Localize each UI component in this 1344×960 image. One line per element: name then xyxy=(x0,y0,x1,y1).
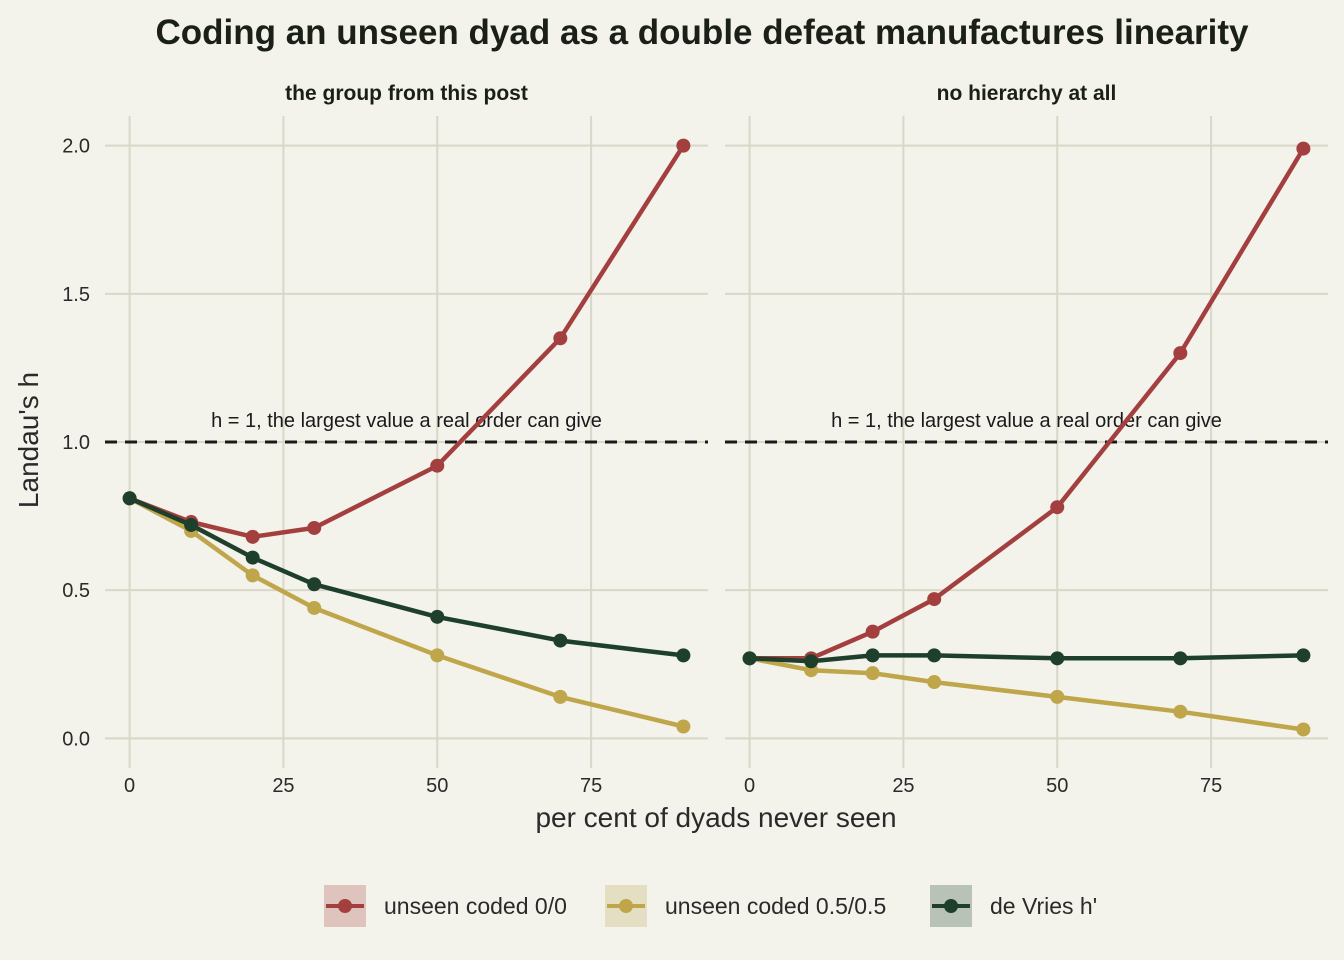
x-tick-label: 25 xyxy=(892,775,914,797)
data-point xyxy=(865,648,880,663)
data-point xyxy=(927,675,942,690)
x-axis-title: per cent of dyads never seen xyxy=(535,802,896,833)
data-point xyxy=(245,550,260,565)
data-point xyxy=(430,458,445,473)
data-point xyxy=(553,689,568,704)
x-tick-label: 0 xyxy=(124,775,135,797)
legend-label: unseen coded 0/0 xyxy=(384,893,567,919)
legend-item: unseen coded 0/0 xyxy=(324,885,567,927)
data-point xyxy=(742,651,757,666)
data-point xyxy=(1173,651,1188,666)
x-tick-label: 0 xyxy=(744,775,755,797)
data-point xyxy=(1296,141,1311,156)
series-line xyxy=(747,653,1306,664)
y-tick-label: 0.0 xyxy=(62,728,90,750)
y-tick-label: 1.0 xyxy=(62,432,90,454)
x-tick-label: 75 xyxy=(580,775,602,797)
x-tick-label: 25 xyxy=(272,775,294,797)
x-tick-label: 75 xyxy=(1200,775,1222,797)
y-axis-title: Landau's h xyxy=(13,372,44,508)
data-point xyxy=(1050,651,1065,666)
panel-label: the group from this post xyxy=(285,82,528,105)
y-tick-label: 2.0 xyxy=(62,136,90,158)
legend-key-point xyxy=(619,899,633,913)
panel-label: no hierarchy at all xyxy=(937,82,1117,105)
legend-key-point xyxy=(944,899,958,913)
data-point xyxy=(245,568,260,583)
y-tick-label: 0.5 xyxy=(62,580,90,602)
data-point xyxy=(804,654,819,669)
data-point xyxy=(1173,346,1188,361)
y-tick-label: 1.5 xyxy=(62,284,90,306)
data-point xyxy=(430,648,445,663)
data-point xyxy=(865,666,880,681)
x-tick-label: 50 xyxy=(1046,775,1068,797)
legend-item: unseen coded 0.5/0.5 xyxy=(605,885,886,927)
data-point xyxy=(865,624,880,639)
data-point xyxy=(1173,704,1188,719)
data-point xyxy=(1296,722,1311,737)
series-line xyxy=(747,656,1306,732)
panel-2: no hierarchy at all 0 25 50 75 h = 1, the lar… xyxy=(725,82,1328,797)
data-point xyxy=(430,609,445,624)
series-line xyxy=(747,146,1306,661)
data-point xyxy=(245,529,260,544)
series-line xyxy=(127,496,686,658)
series-line xyxy=(127,496,686,729)
legend-label: de Vries h' xyxy=(990,893,1097,919)
chart-title: Coding an unseen dyad as a double defeat… xyxy=(155,13,1249,52)
reference-line-label: h = 1, the largest value a real order ca… xyxy=(211,410,602,432)
data-point xyxy=(927,648,942,663)
panel-1: the group from this post 0 25 50 75 0.0 0.5 1.0… xyxy=(62,82,708,797)
series-line xyxy=(127,143,686,540)
legend-item: de Vries h' xyxy=(930,885,1097,927)
reference-line-label: h = 1, the largest value a real order ca… xyxy=(831,410,1222,432)
data-point xyxy=(676,719,691,734)
data-point xyxy=(1050,500,1065,515)
data-point xyxy=(307,600,322,615)
data-point xyxy=(1296,648,1311,663)
data-point xyxy=(553,331,568,346)
data-point xyxy=(676,138,691,153)
data-point xyxy=(307,577,322,592)
legend-label: unseen coded 0.5/0.5 xyxy=(665,893,886,919)
data-point xyxy=(184,517,199,532)
data-point xyxy=(307,520,322,535)
legend-key-point xyxy=(338,899,352,913)
data-point xyxy=(676,648,691,663)
panels: the group from this post 0 25 50 75 0.0 0.5 1.0… xyxy=(62,82,1328,797)
data-point xyxy=(122,491,137,506)
legend: unseen coded 0/0 unseen coded 0.5/0.5 de V… xyxy=(324,885,1097,927)
data-point xyxy=(1050,689,1065,704)
data-point xyxy=(927,592,942,607)
data-point xyxy=(553,633,568,648)
x-tick-label: 50 xyxy=(426,775,448,797)
